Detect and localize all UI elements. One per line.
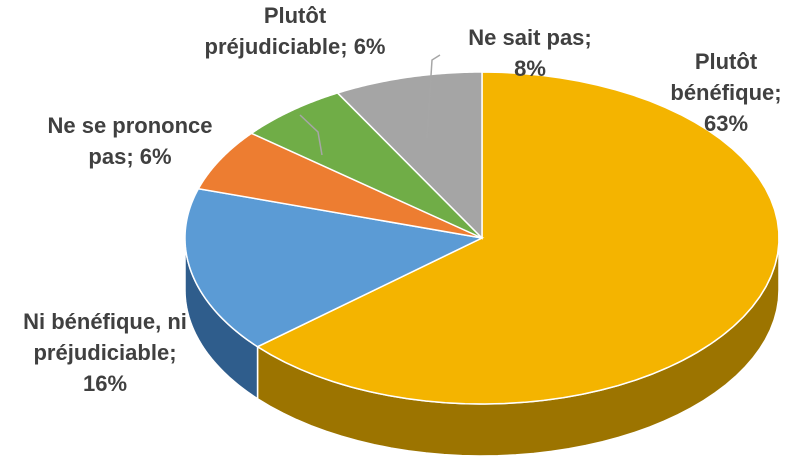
category-name: Plutôt préjudiciable — [204, 3, 341, 59]
value-label: 63% — [703, 111, 749, 136]
label-separator: ; — [774, 80, 782, 105]
category-name: Ni bénéfique, ni préjudiciable — [23, 309, 187, 365]
data-label: Plutôt bénéfique; 63% — [666, 46, 786, 139]
category-name: Plutôt bénéfique — [670, 49, 775, 105]
data-label: Ni bénéfique, ni préjudiciable; 16% — [10, 306, 200, 399]
pie-slice — [249, 92, 483, 239]
data-label: Ne se prononce pas; 6% — [22, 110, 238, 172]
category-name: Ne sait pas — [468, 25, 585, 50]
value-label: 8% — [514, 56, 546, 81]
leader-line — [299, 114, 323, 156]
label-separator: ; — [340, 34, 348, 59]
pie-slice — [336, 71, 483, 240]
label-separator: ; — [169, 340, 177, 365]
value-label: 16% — [82, 371, 128, 396]
data-label: Ne sait pas; 8% — [450, 22, 610, 84]
leader-line — [426, 54, 441, 139]
value-label: 6% — [353, 34, 386, 59]
pie-slice — [184, 187, 485, 348]
pie-slice — [197, 132, 483, 239]
label-separator: ; — [126, 144, 134, 169]
value-label: 6% — [139, 144, 172, 169]
category-name: Ne se prononce pas — [47, 113, 213, 169]
pie-slice — [255, 71, 780, 405]
data-label: Plutôt préjudiciable; 6% — [200, 0, 390, 62]
pie-tops — [184, 71, 780, 405]
label-separator: ; — [584, 25, 592, 50]
